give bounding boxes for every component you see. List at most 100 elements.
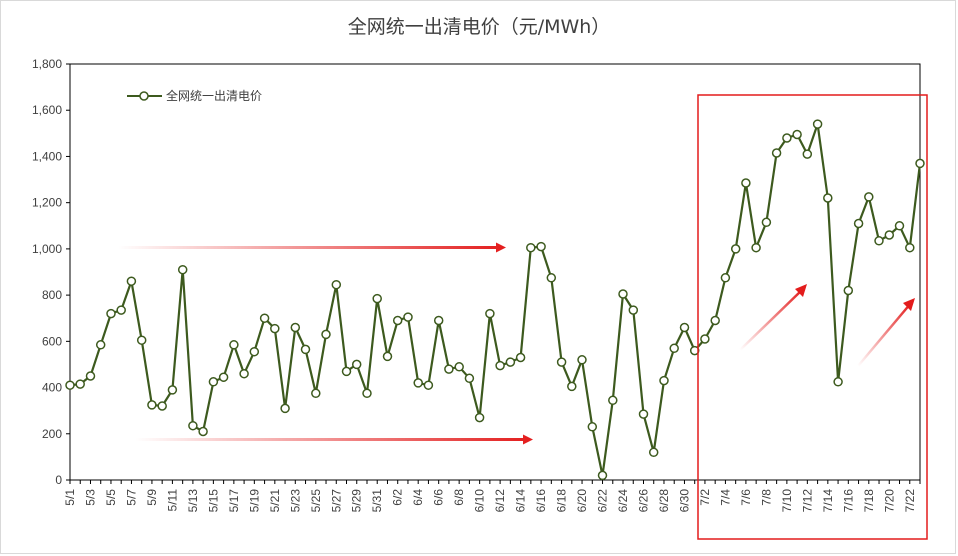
y-tick-label: 0 [55, 473, 62, 487]
data-point [884, 230, 895, 240]
data-point [464, 373, 475, 384]
data-point [648, 447, 659, 458]
x-axis-labels: 5/1 5/3 5/5 5/7 5/9 5/11 5/13 5/15 5/17 5/19 5/21 5… [63, 489, 917, 513]
y-tick-label: 1,000 [32, 242, 62, 256]
data-point [659, 375, 669, 386]
x-tick-label: 5/15 [206, 489, 220, 513]
data-point [382, 351, 393, 362]
data-point [136, 335, 147, 345]
data-point [597, 470, 608, 481]
y-tick-label: 600 [42, 334, 62, 348]
data-point [95, 340, 106, 350]
data-point [515, 352, 526, 363]
data-point [751, 242, 761, 253]
x-tick-label: 6/2 [391, 489, 405, 506]
data-point [167, 385, 178, 395]
x-tick-label: 5/1 [63, 489, 77, 506]
data-point [720, 273, 731, 283]
data-point [106, 308, 116, 319]
x-tick-label: 6/8 [452, 489, 466, 506]
x-tick-label: 6/28 [657, 489, 671, 513]
x-tick-label: 6/14 [514, 489, 528, 513]
data-point [536, 241, 546, 252]
x-tick-label: 6/6 [432, 489, 446, 506]
data-point [331, 279, 342, 290]
x-tick-label: 5/9 [145, 489, 159, 506]
x-tick-label: 7/2 [698, 489, 712, 506]
data-point [300, 344, 311, 355]
x-tick-label: 5/27 [329, 489, 343, 513]
data-point [823, 193, 833, 203]
x-tick-label: 5/11 [165, 489, 179, 512]
y-tick-label: 1,400 [32, 149, 62, 163]
data-point [392, 315, 403, 326]
data-point [833, 377, 843, 387]
data-point [771, 148, 782, 158]
data-point [239, 368, 249, 379]
x-tick-label: 6/20 [575, 489, 589, 513]
data-point [126, 276, 137, 286]
data-point [710, 315, 720, 326]
axes [66, 63, 921, 484]
data-point [249, 346, 260, 357]
annotations-layer [118, 94, 928, 540]
data-point [669, 343, 679, 354]
data-point [259, 313, 270, 323]
data-point [792, 129, 802, 140]
data-point [638, 409, 649, 419]
x-tick-label: 5/23 [288, 489, 302, 513]
x-tick-label: 7/20 [882, 489, 896, 513]
data-point [157, 401, 167, 411]
data-point [147, 400, 157, 410]
data-point [905, 242, 915, 253]
x-tick-label: 5/29 [350, 489, 364, 513]
y-tick-label: 400 [42, 381, 62, 395]
x-tick-label: 7/6 [739, 489, 753, 506]
markers-layer [65, 119, 925, 481]
data-point [485, 308, 495, 319]
data-point [587, 422, 598, 432]
data-point [218, 372, 229, 382]
data-point [341, 366, 352, 377]
arrow-diagonal-right [857, 298, 915, 367]
data-point [423, 380, 434, 390]
data-point [577, 355, 587, 365]
data-point [546, 273, 557, 283]
data-point [474, 412, 485, 423]
x-tick-label: 5/21 [268, 489, 282, 513]
data-point [782, 133, 792, 143]
legend: 全网统一出清电价 [127, 88, 262, 103]
data-point [413, 378, 423, 388]
data-point [321, 329, 331, 340]
x-tick-label: 7/12 [800, 489, 814, 513]
x-tick-label: 7/18 [862, 489, 876, 513]
data-point [802, 149, 813, 159]
x-tick-label: 7/16 [841, 489, 855, 513]
arrow-diagonal-left [739, 284, 807, 351]
data-point [495, 360, 505, 371]
x-tick-label: 6/30 [677, 489, 691, 513]
data-point [864, 192, 874, 202]
data-point [351, 359, 362, 370]
x-tick-label: 6/26 [636, 489, 650, 513]
data-point [85, 371, 96, 381]
x-tick-label: 7/10 [780, 489, 794, 513]
y-tick-label: 1,200 [32, 196, 62, 210]
data-point [311, 388, 321, 399]
data-point [567, 381, 577, 392]
x-tick-label: 5/13 [186, 489, 200, 513]
x-tick-label: 6/24 [616, 489, 630, 513]
x-tick-label: 5/5 [104, 489, 118, 506]
x-tick-label: 5/31 [370, 489, 384, 513]
x-tick-label: 7/22 [903, 489, 917, 513]
x-tick-label: 6/10 [473, 489, 487, 513]
data-point [730, 244, 741, 254]
x-tick-label: 6/22 [596, 489, 610, 513]
data-point [208, 377, 219, 387]
data-point [270, 323, 280, 334]
y-tick-label: 1,800 [32, 57, 62, 71]
y-tick-label: 800 [42, 288, 62, 302]
x-tick-label: 5/7 [124, 489, 138, 506]
